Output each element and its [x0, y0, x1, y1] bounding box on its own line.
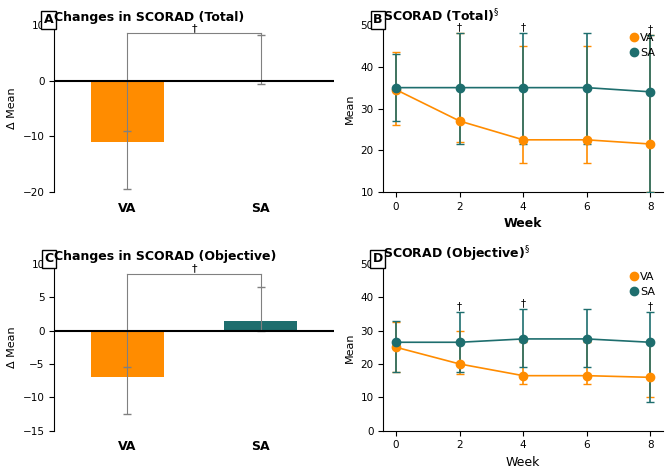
Text: Changes in SCORAD (Objective): Changes in SCORAD (Objective) [54, 249, 277, 263]
Text: †: † [521, 22, 526, 32]
Legend: VA, SA: VA, SA [629, 269, 657, 299]
Y-axis label: Δ Mean: Δ Mean [7, 327, 17, 368]
Text: †: † [457, 22, 462, 32]
Y-axis label: Mean: Mean [345, 332, 355, 363]
Bar [224, 320, 297, 330]
Text: †: † [192, 263, 197, 273]
Text: †: † [648, 301, 653, 311]
Text: SCORAD (Objective)$^{\S}$: SCORAD (Objective)$^{\S}$ [383, 244, 531, 264]
Y-axis label: Mean: Mean [345, 93, 355, 124]
Text: SCORAD (Total)$^{\S}$: SCORAD (Total)$^{\S}$ [383, 7, 500, 25]
Text: Changes in SCORAD (Total): Changes in SCORAD (Total) [54, 11, 245, 24]
Legend: VA, SA: VA, SA [629, 30, 657, 60]
X-axis label: Week: Week [506, 456, 541, 469]
Text: †: † [648, 24, 653, 34]
Text: †: † [521, 298, 526, 308]
Bar [91, 80, 164, 142]
Bar [224, 80, 297, 82]
Y-axis label: Δ Mean: Δ Mean [7, 88, 17, 129]
Text: C: C [44, 252, 53, 265]
X-axis label: Week: Week [504, 217, 543, 230]
Text: †: † [457, 301, 462, 311]
Bar [91, 330, 164, 377]
Text: †: † [192, 23, 197, 33]
Text: B: B [373, 13, 383, 26]
Text: A: A [44, 13, 54, 26]
Text: D: D [373, 252, 383, 265]
